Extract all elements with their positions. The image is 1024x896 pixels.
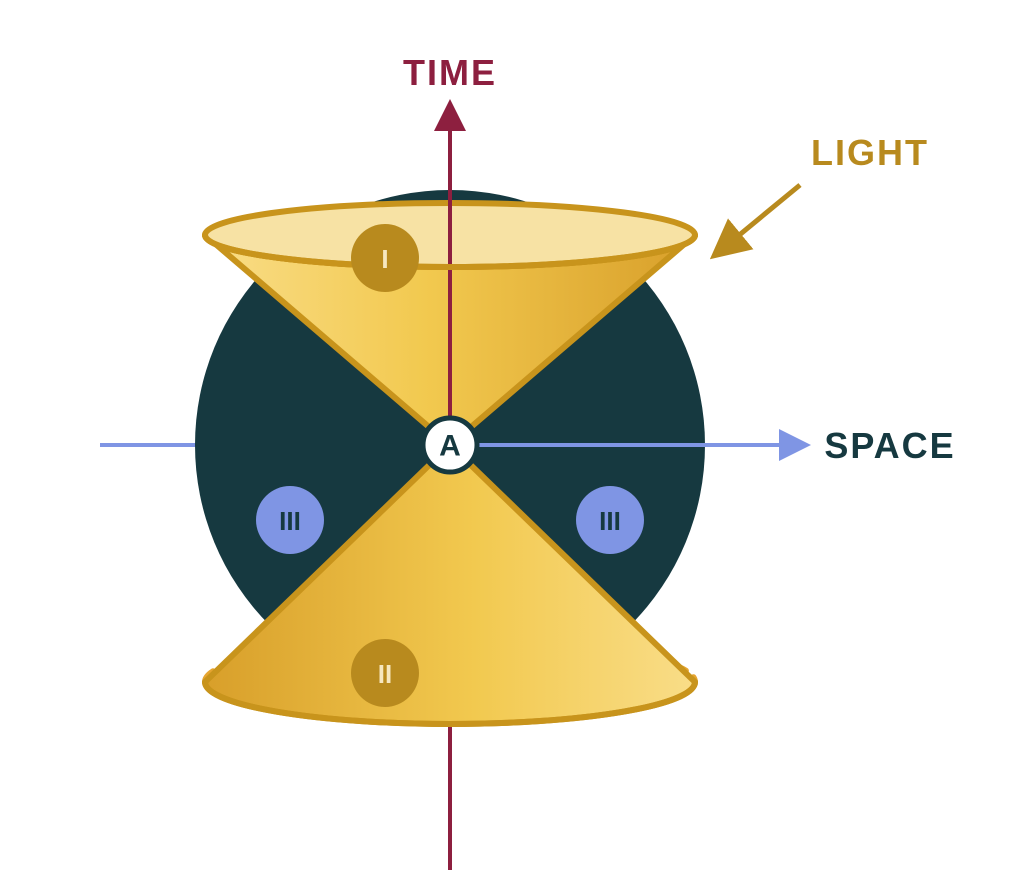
svg-text:III: III	[599, 506, 621, 536]
event-a-badge: A	[423, 418, 477, 472]
region-badge-elsewhere-left: III	[256, 486, 324, 554]
light-cone-diagram: I II III III A TIME SPACE LIGHT	[0, 0, 1024, 896]
svg-text:A: A	[439, 430, 461, 463]
light-label: LIGHT	[811, 132, 929, 173]
svg-text:I: I	[381, 244, 388, 274]
region-badge-past: II	[351, 639, 419, 707]
region-badge-future: I	[351, 224, 419, 292]
time-axis-label: TIME	[403, 52, 497, 93]
svg-text:II: II	[378, 659, 392, 689]
region-badge-elsewhere-right: III	[576, 486, 644, 554]
svg-text:III: III	[279, 506, 301, 536]
light-pointer-arrow	[715, 185, 800, 255]
space-axis-label: SPACE	[824, 425, 955, 466]
